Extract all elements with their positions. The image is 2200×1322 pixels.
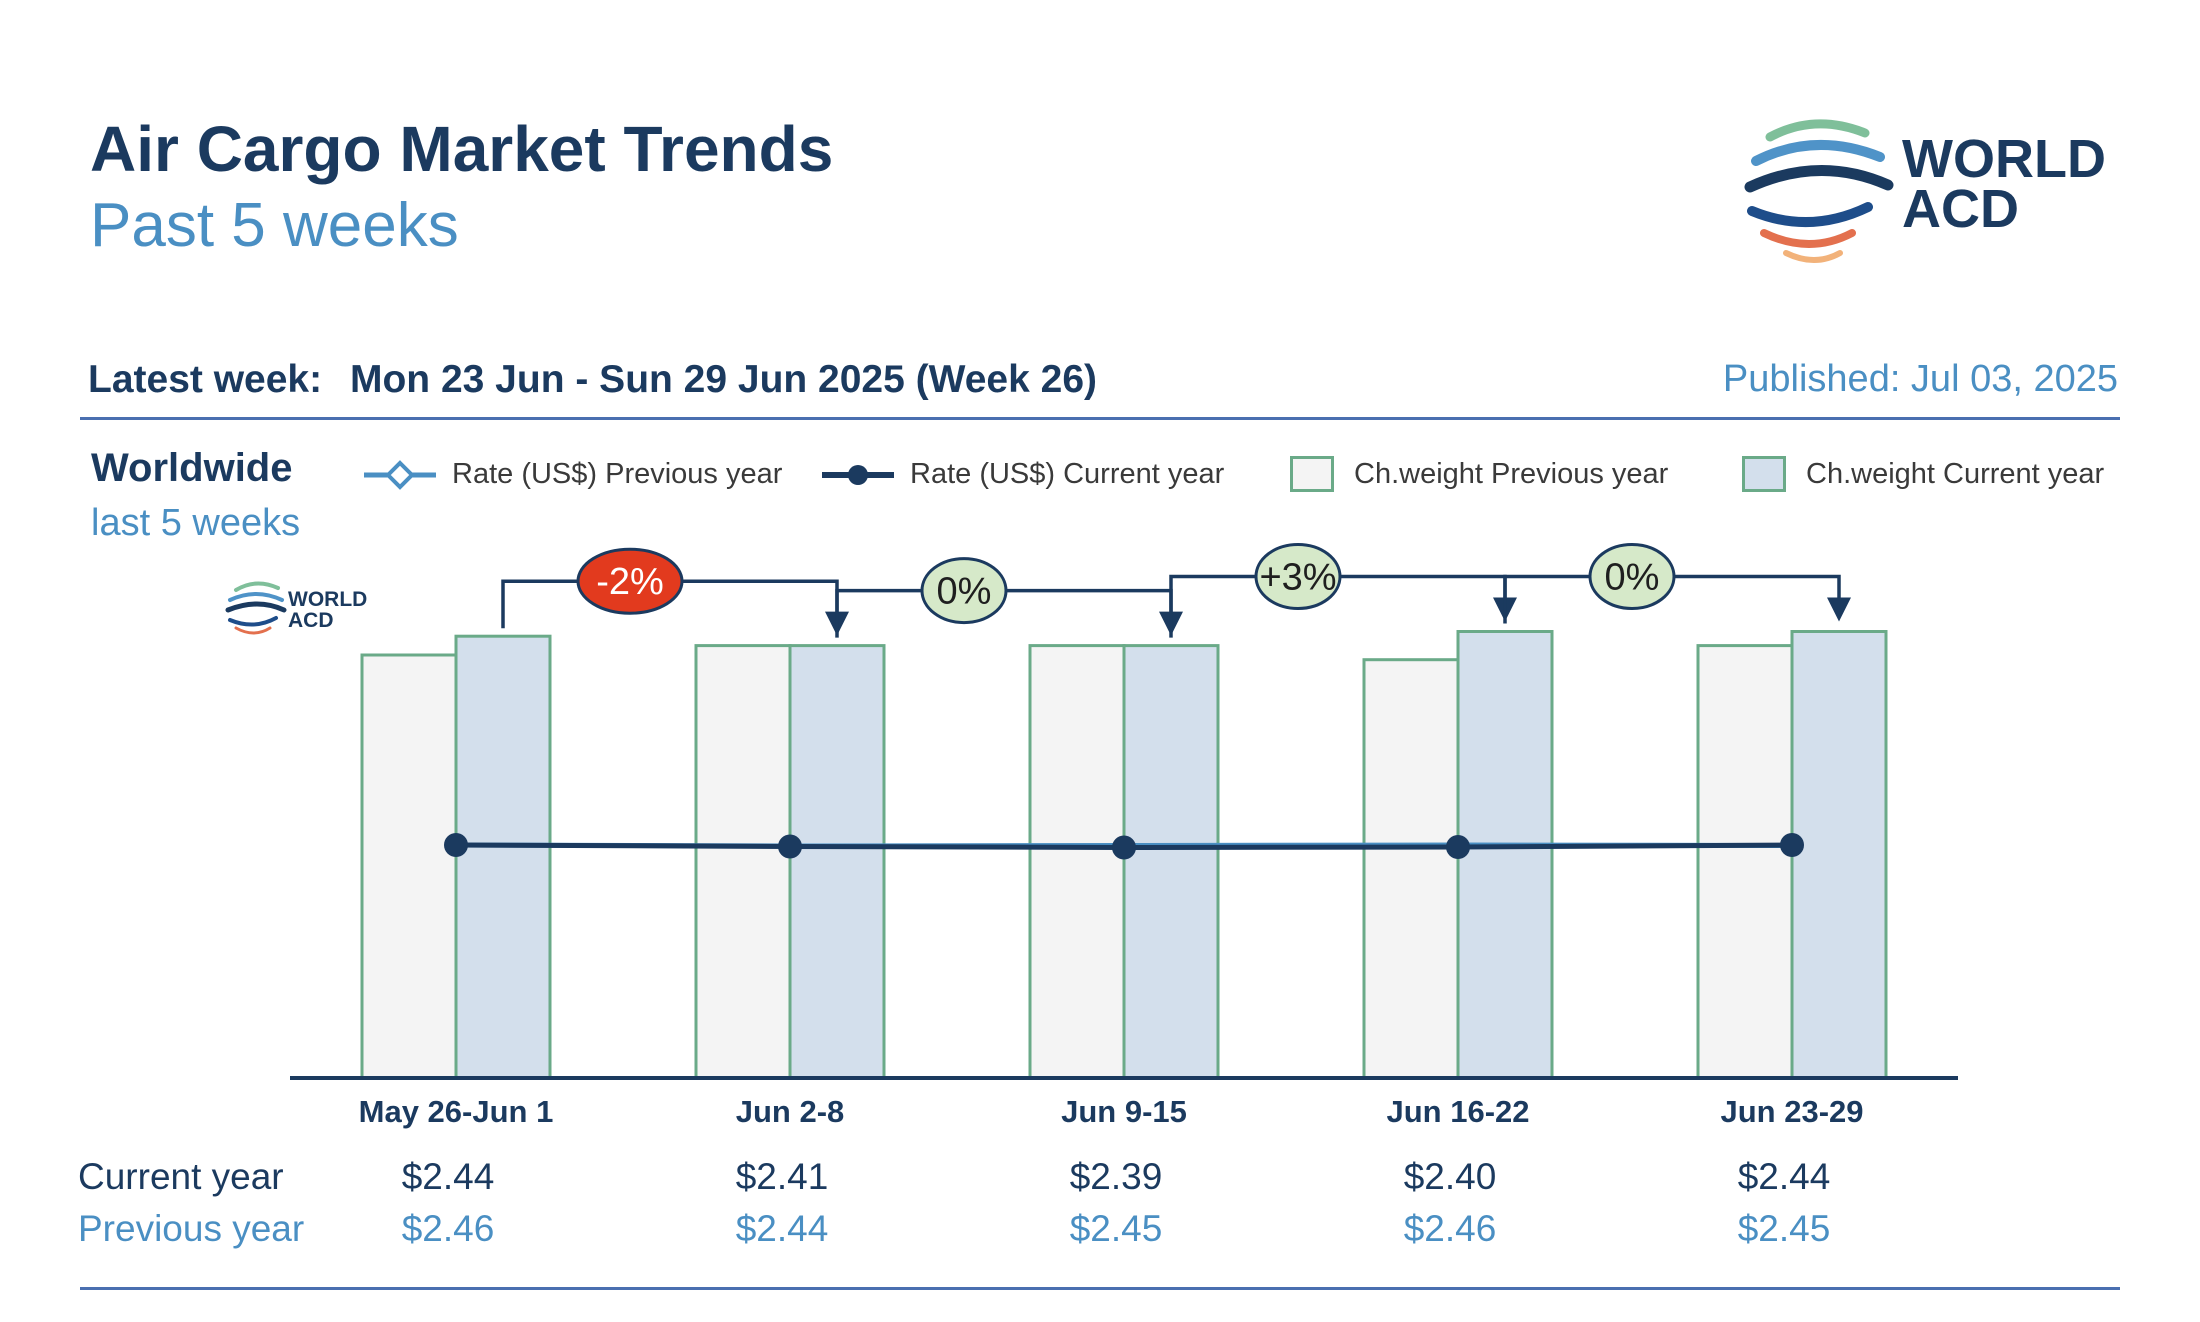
point-rate-cur	[1446, 835, 1470, 859]
current-year-label: Current year	[78, 1156, 284, 1197]
page-title: Air Cargo Market Trends	[90, 113, 834, 185]
previous-year-value: $2.45	[1737, 1208, 1831, 1249]
point-rate-cur	[1780, 833, 1804, 857]
change-badge	[920, 557, 1008, 625]
latest-week-value: Mon 23 Jun - Sun 29 Jun 2025 (Week 26)	[350, 358, 1098, 401]
change-badge-label: -2%	[596, 561, 664, 603]
line-rate-prev	[455, 842, 1793, 849]
current-year-value: $2.44	[1737, 1156, 1831, 1197]
bar-chweight-prev	[1362, 658, 1460, 1080]
world-acd-logo: WORLD ACD	[1744, 119, 2106, 263]
previous-year-value: $2.46	[1403, 1208, 1497, 1249]
change-arrow	[1493, 597, 1517, 622]
change-arrow	[1159, 611, 1183, 636]
world-acd-small-logo: WORLD ACD	[225, 581, 367, 635]
change-badge	[576, 547, 684, 615]
published-date: Published: Jul 03, 2025	[1722, 358, 2118, 400]
change-badge	[1588, 543, 1676, 610]
latest-week-label: Latest week:	[88, 358, 323, 401]
change-connector	[1503, 574, 1841, 624]
x-tick-label: Jun 16-22	[1386, 1094, 1529, 1129]
bar-chweight-cur	[1122, 644, 1220, 1080]
bar-chweight-prev	[360, 653, 458, 1080]
footer-divider	[80, 1287, 2120, 1290]
change-connector	[1169, 574, 1507, 638]
x-tick-label: May 26-Jun 1	[359, 1094, 554, 1129]
legend-cw-prev: Ch.weight Previous year	[1354, 458, 1669, 490]
region-label: Worldwide	[91, 446, 293, 490]
previous-year-value: $2.45	[1069, 1208, 1163, 1249]
logo-text-acd: ACD	[1902, 179, 2019, 239]
bar-chweight-cur	[788, 644, 886, 1080]
previous-year-label: Previous year	[78, 1208, 305, 1249]
change-arrow	[825, 611, 849, 636]
legend-rate-cur-icon	[822, 465, 894, 485]
bar-chweight-prev	[1028, 644, 1126, 1080]
current-year-value: $2.41	[735, 1156, 829, 1197]
current-year-value: $2.40	[1403, 1156, 1497, 1197]
bar-chweight-cur	[454, 634, 552, 1080]
change-badge-label: +3%	[1259, 557, 1336, 599]
point-rate-cur	[1112, 835, 1136, 860]
legend-rate-prev: Rate (US$) Previous year	[452, 458, 783, 490]
bar-chweight-prev	[1696, 644, 1794, 1080]
change-badge-label: 0%	[1605, 557, 1660, 599]
legend-rate-cur: Rate (US$) Current year	[910, 458, 1225, 490]
x-tick-label: Jun 23-29	[1720, 1094, 1863, 1129]
legend-rate-prev-icon	[364, 460, 436, 490]
point-rate-cur	[778, 834, 802, 859]
bar-chweight-cur	[1456, 630, 1554, 1080]
change-badge	[1254, 543, 1342, 610]
current-year-value: $2.44	[401, 1156, 495, 1197]
change-connector	[835, 588, 1173, 638]
x-tick-label: Jun 9-15	[1061, 1094, 1187, 1129]
bar-chweight-prev	[694, 644, 792, 1080]
x-tick-label: Jun 2-8	[736, 1094, 845, 1129]
svg-text:WORLD: WORLD	[288, 588, 367, 611]
point-rate-cur	[444, 833, 468, 857]
previous-year-value: $2.44	[735, 1208, 829, 1249]
legend-cw-prev-swatch	[1290, 456, 1334, 492]
legend-cw-cur-swatch	[1742, 456, 1786, 492]
change-badge-label: 0%	[937, 571, 992, 613]
previous-year-value: $2.46	[401, 1208, 495, 1249]
line-rate-cur	[455, 842, 1793, 851]
region-sublabel: last 5 weeks	[91, 502, 301, 544]
svg-text:ACD: ACD	[288, 609, 334, 632]
current-year-value: $2.39	[1069, 1156, 1163, 1197]
legend-cw-cur: Ch.weight Current year	[1806, 458, 2105, 490]
bar-chweight-cur	[1790, 630, 1888, 1080]
change-arrow	[1827, 597, 1851, 622]
change-connector	[501, 579, 839, 629]
header-divider	[80, 417, 2120, 420]
logo-text-world: WORLD	[1902, 129, 2106, 189]
page-subtitle: Past 5 weeks	[90, 191, 459, 260]
